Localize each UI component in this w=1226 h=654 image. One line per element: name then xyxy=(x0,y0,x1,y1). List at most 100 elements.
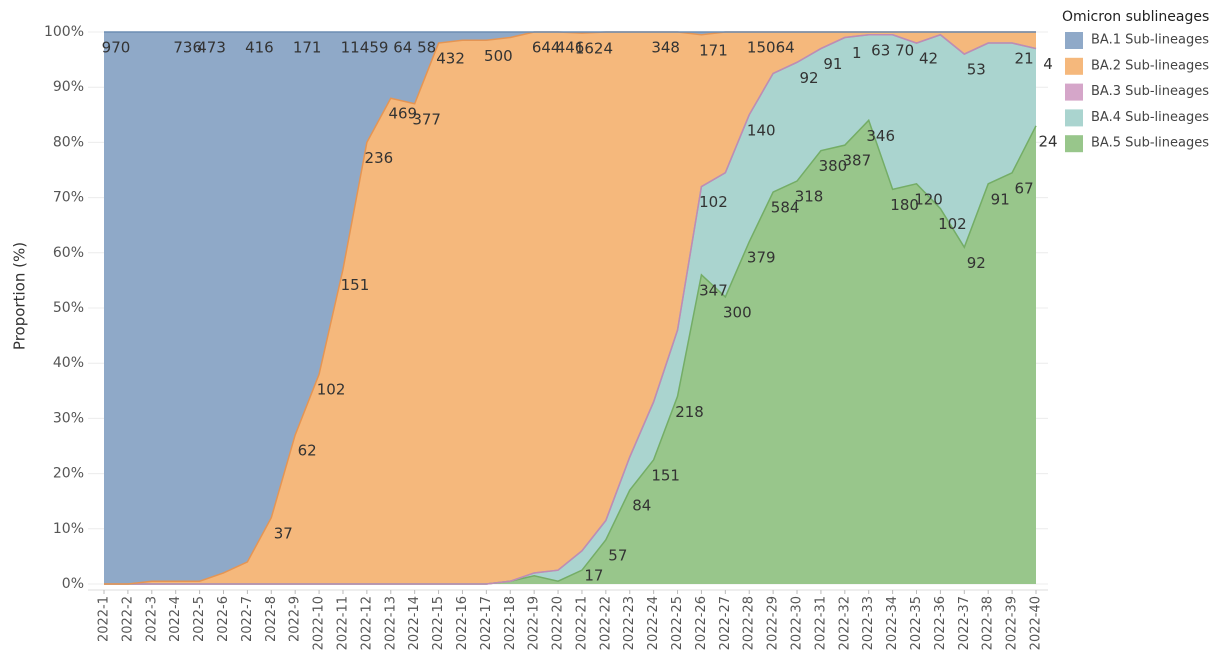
count-label: 114 xyxy=(341,39,370,57)
x-tick-label: 2022-39 xyxy=(1005,596,1020,650)
y-tick-label: 20% xyxy=(53,466,84,482)
count-label: 416 xyxy=(245,39,274,57)
legend-swatch xyxy=(1065,57,1083,75)
count-label: 379 xyxy=(747,248,776,266)
count-label: 432 xyxy=(436,50,465,68)
count-label: 473 xyxy=(197,39,226,57)
count-label: 348 xyxy=(651,39,680,57)
legend-title: Omicron sublineages xyxy=(1062,9,1209,25)
count-label: 53 xyxy=(967,61,986,79)
count-label: 37 xyxy=(274,524,293,542)
count-label: 91 xyxy=(823,55,842,73)
count-label: 58 xyxy=(417,39,436,57)
count-label: 70 xyxy=(895,41,914,59)
legend-label: BA.5 Sub-lineages xyxy=(1091,136,1209,151)
x-tick-label: 2022-36 xyxy=(933,596,948,650)
count-label: 59 xyxy=(369,39,388,57)
x-tick-label: 2022-9 xyxy=(288,596,303,642)
y-tick-label: 90% xyxy=(53,79,84,95)
x-tick-label: 2022-28 xyxy=(742,596,757,650)
count-label: 1 xyxy=(852,44,862,62)
x-tick-label: 2022-1 xyxy=(97,596,112,642)
count-label: 347 xyxy=(699,281,728,299)
count-label: 236 xyxy=(365,149,394,167)
x-tick-label: 2022-19 xyxy=(527,596,542,650)
y-tick-label: 10% xyxy=(53,521,84,537)
count-label: 736 xyxy=(173,39,202,57)
count-label: 151 xyxy=(651,466,680,484)
x-tick-label: 2022-24 xyxy=(646,596,661,650)
y-tick-label: 40% xyxy=(53,355,84,371)
count-label: 377 xyxy=(412,110,441,128)
x-tick-label: 2022-34 xyxy=(885,596,900,650)
count-label: 102 xyxy=(699,193,728,211)
x-tick-label: 2022-38 xyxy=(981,596,996,650)
x-tick-label: 2022-37 xyxy=(957,596,972,650)
legend-swatch xyxy=(1065,83,1083,101)
count-label: 140 xyxy=(747,121,776,139)
count-label: 318 xyxy=(795,188,824,206)
x-tick-label: 2022-16 xyxy=(455,596,470,650)
count-label: 120 xyxy=(914,190,943,208)
x-tick-label: 2022-11 xyxy=(335,596,350,650)
count-label: 346 xyxy=(866,127,895,145)
y-tick-label: 50% xyxy=(53,300,84,316)
count-label: 63 xyxy=(871,41,890,59)
count-label: 92 xyxy=(799,69,818,87)
x-tick-label: 2022-5 xyxy=(192,596,207,642)
area xyxy=(104,32,1036,584)
x-tick-label: 2022-15 xyxy=(431,596,446,650)
y-tick-label: 100% xyxy=(44,24,84,40)
count-label: 469 xyxy=(388,105,417,123)
count-label: 42 xyxy=(919,50,938,68)
count-label: 92 xyxy=(967,254,986,272)
x-tick-label: 2022-10 xyxy=(312,596,327,650)
x-tick-label: 2022-29 xyxy=(766,596,781,650)
count-label: 180 xyxy=(890,196,919,214)
x-tick-label: 2022-33 xyxy=(861,596,876,650)
x-tick-label: 2022-4 xyxy=(168,596,183,642)
x-tick-label: 2022-3 xyxy=(144,596,159,642)
y-tick-label: 70% xyxy=(53,190,84,206)
count-label: 62 xyxy=(298,441,317,459)
count-label: 1624 xyxy=(575,40,613,58)
x-tick-label: 2022-2 xyxy=(120,596,135,642)
x-tick-label: 2022-22 xyxy=(598,596,613,650)
y-tick-label: 0% xyxy=(62,576,84,592)
count-label: 67 xyxy=(1015,179,1034,197)
y-axis-label: Proportion (%) xyxy=(11,242,29,350)
legend-label: BA.4 Sub-lineages xyxy=(1091,110,1209,125)
area-edge xyxy=(104,33,1037,585)
count-label: 970 xyxy=(102,39,131,57)
count-label: 380 xyxy=(819,157,848,175)
x-tick-label: 2022-32 xyxy=(837,596,852,650)
x-tick-label: 2022-20 xyxy=(551,596,566,650)
x-tick-label: 2022-14 xyxy=(407,596,422,650)
x-tick-label: 2022-18 xyxy=(503,596,518,650)
x-tick-label: 2022-13 xyxy=(383,596,398,650)
area xyxy=(104,120,1036,584)
legend-swatch xyxy=(1065,135,1083,153)
x-tick-label: 2022-25 xyxy=(670,596,685,650)
count-label: 91 xyxy=(991,190,1010,208)
x-tick-label: 2022-30 xyxy=(790,596,805,650)
legend-swatch xyxy=(1065,109,1083,127)
x-tick-label: 2022-12 xyxy=(359,596,374,650)
areas xyxy=(104,32,1036,584)
count-label: 151 xyxy=(341,276,370,294)
x-tick-label: 2022-6 xyxy=(216,596,231,642)
x-tick-label: 2022-8 xyxy=(264,596,279,642)
x-tick-label: 2022-17 xyxy=(479,596,494,650)
legend-label: BA.2 Sub-lineages xyxy=(1091,58,1209,73)
count-label: 218 xyxy=(675,403,704,421)
count-label: 64 xyxy=(393,39,412,57)
count-label: 446 xyxy=(556,39,585,57)
x-tick-label: 2022-40 xyxy=(1029,596,1044,650)
legend-swatch xyxy=(1065,32,1083,49)
count-label: 584 xyxy=(771,199,800,217)
count-label: 102 xyxy=(317,381,346,399)
x-tick-label: 2022-31 xyxy=(813,596,828,650)
y-tick-label: 80% xyxy=(53,134,84,150)
x-tick-label: 2022-26 xyxy=(694,596,709,650)
